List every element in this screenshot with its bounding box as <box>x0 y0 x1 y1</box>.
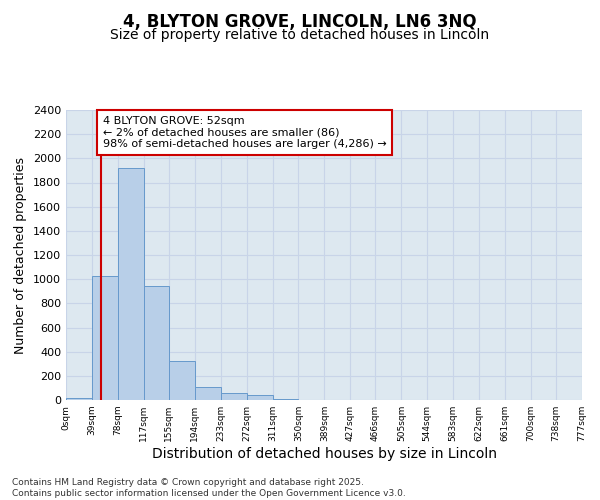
Bar <box>143 286 169 400</box>
Bar <box>169 362 195 400</box>
Y-axis label: Number of detached properties: Number of detached properties <box>14 156 28 354</box>
Text: 4, BLYTON GROVE, LINCOLN, LN6 3NQ: 4, BLYTON GROVE, LINCOLN, LN6 3NQ <box>123 12 477 30</box>
Bar <box>92 276 118 400</box>
Bar <box>247 395 272 400</box>
Bar <box>221 394 247 400</box>
Bar <box>118 168 143 400</box>
Text: 4 BLYTON GROVE: 52sqm
← 2% of detached houses are smaller (86)
98% of semi-detac: 4 BLYTON GROVE: 52sqm ← 2% of detached h… <box>103 116 386 149</box>
Bar <box>195 388 221 400</box>
Bar <box>66 398 92 400</box>
Text: Contains HM Land Registry data © Crown copyright and database right 2025.
Contai: Contains HM Land Registry data © Crown c… <box>12 478 406 498</box>
Text: Size of property relative to detached houses in Lincoln: Size of property relative to detached ho… <box>110 28 490 42</box>
X-axis label: Distribution of detached houses by size in Lincoln: Distribution of detached houses by size … <box>151 447 497 461</box>
